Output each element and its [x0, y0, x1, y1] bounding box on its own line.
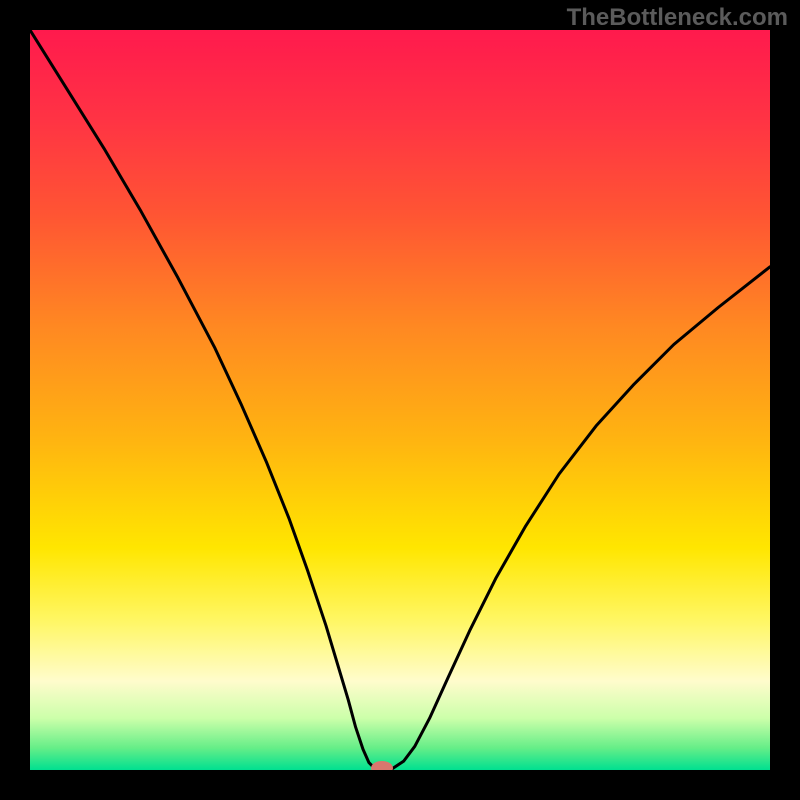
plot-area	[30, 30, 770, 770]
bottleneck-curve	[30, 30, 770, 770]
curve-layer	[30, 30, 770, 770]
image-root: TheBottleneck.com	[0, 0, 800, 800]
minimum-marker	[371, 761, 393, 770]
watermark-text: TheBottleneck.com	[567, 4, 788, 32]
